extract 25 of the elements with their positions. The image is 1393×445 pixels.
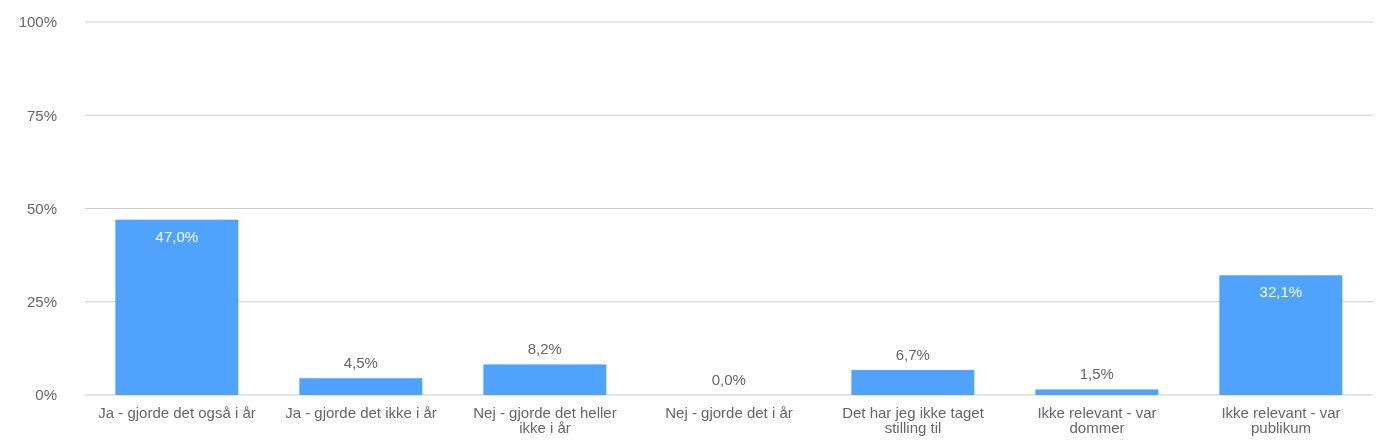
x-tick-label: Ja - gjorde det ikke i år [285, 403, 437, 421]
bar [1219, 275, 1343, 395]
bar [1035, 389, 1159, 395]
x-tick-label: Ja - gjorde det også i år [98, 403, 256, 421]
x-tick-label: Det har jeg ikke taget stilling til [842, 403, 985, 436]
data-label: 1,5% [1079, 365, 1114, 383]
data-label: 6,7% [895, 346, 930, 364]
x-tick-label: Ikke relevant - var publikum [1221, 403, 1341, 436]
y-tick-label: 75% [26, 106, 57, 124]
data-label: 8,2% [527, 340, 562, 358]
y-tick-label: 0% [35, 386, 57, 404]
data-label: 47,0% [155, 227, 199, 245]
y-tick-label: 25% [26, 293, 57, 311]
x-tick-label: Nej - gjorde det heller ikke i år [473, 403, 617, 436]
bar [851, 370, 975, 395]
x-tick-label: Nej - gjorde det i år [665, 403, 793, 421]
bar [299, 378, 423, 395]
bar [115, 219, 239, 395]
data-label: 4,5% [343, 354, 378, 372]
x-tick-label: Ikke relevant - var dommer [1037, 403, 1157, 436]
bar [483, 364, 607, 395]
y-tick-label: 50% [26, 199, 57, 217]
y-tick-label: 100% [18, 13, 57, 31]
data-label: 0,0% [711, 371, 746, 388]
data-label: 32,1% [1259, 283, 1303, 301]
